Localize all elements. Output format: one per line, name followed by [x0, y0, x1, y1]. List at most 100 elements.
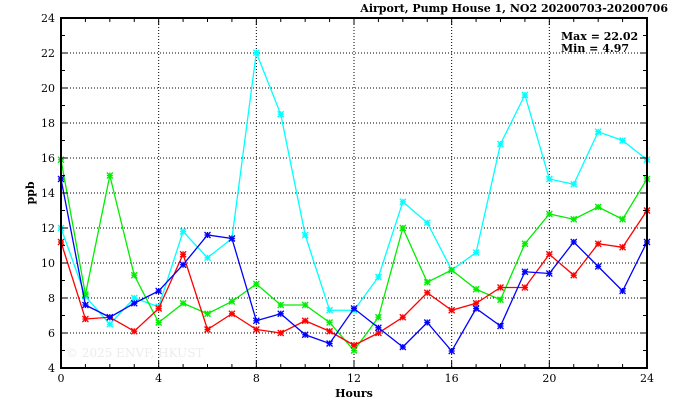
marker-stroke — [179, 228, 187, 235]
series-group — [57, 49, 651, 355]
marker-stroke — [130, 271, 138, 279]
x-tick-label: 16 — [445, 372, 459, 385]
y-tick-label: 6 — [48, 327, 55, 340]
min-label: Min = 4.97 — [561, 42, 629, 55]
x-tick-label: 8 — [253, 372, 260, 385]
marker-stroke — [497, 296, 504, 304]
data-point — [472, 285, 480, 293]
grid — [61, 18, 647, 368]
y-tick-label: 12 — [41, 222, 55, 235]
marker-stroke — [326, 340, 334, 347]
marker-stroke — [130, 294, 138, 302]
marker-stroke — [228, 310, 236, 318]
data-point — [399, 343, 407, 351]
data-point — [448, 347, 456, 355]
marker-stroke — [326, 327, 334, 335]
data-point — [472, 305, 480, 312]
marker-stroke — [570, 180, 578, 188]
marker-stroke — [301, 301, 309, 309]
data-point — [277, 329, 285, 337]
data-point — [301, 231, 309, 239]
data-point — [130, 299, 138, 307]
data-point — [545, 270, 553, 277]
data-point — [521, 240, 529, 248]
marker-stroke — [301, 317, 309, 325]
marker-stroke — [350, 347, 358, 354]
data-point — [252, 317, 260, 325]
data-point — [252, 49, 260, 57]
x-tick-label: 4 — [155, 372, 162, 385]
data-point — [545, 175, 553, 183]
data-point — [179, 228, 187, 235]
data-point — [277, 110, 285, 118]
data-point — [326, 306, 334, 314]
data-point — [594, 203, 602, 211]
data-point — [570, 271, 578, 279]
marker-stroke — [545, 270, 553, 277]
data-point — [619, 215, 627, 223]
marker-stroke — [545, 210, 553, 218]
data-point — [423, 289, 431, 297]
marker-stroke — [619, 137, 627, 144]
marker-stroke — [545, 250, 553, 258]
y-tick-label: 4 — [48, 362, 55, 375]
data-point — [155, 287, 163, 295]
marker-stroke — [326, 306, 334, 314]
marker-stroke — [472, 249, 480, 256]
data-point — [497, 296, 504, 304]
data-point — [423, 278, 431, 286]
marker-stroke — [521, 284, 529, 291]
data-point — [81, 315, 89, 323]
data-point — [326, 319, 334, 326]
data-point — [619, 137, 627, 144]
marker-stroke — [179, 299, 187, 307]
marker-stroke — [521, 240, 529, 248]
marker-stroke — [81, 315, 89, 323]
marker-stroke — [350, 341, 358, 349]
marker-stroke — [252, 49, 260, 57]
marker-stroke — [155, 305, 163, 312]
marker-stroke — [350, 305, 358, 312]
marker-stroke — [448, 306, 456, 314]
marker-stroke — [570, 271, 578, 279]
y-tick-label: 18 — [41, 117, 55, 130]
data-point — [472, 299, 480, 307]
x-tick-label: 24 — [640, 372, 654, 385]
marker-stroke — [399, 224, 407, 232]
x-tick-label: 12 — [347, 372, 361, 385]
data-point — [179, 250, 187, 258]
marker-stroke — [594, 128, 602, 136]
data-point — [423, 219, 431, 227]
marker-stroke — [594, 240, 602, 248]
data-point — [179, 261, 187, 269]
marker-stroke — [423, 219, 431, 227]
data-point — [301, 301, 309, 309]
data-point — [521, 91, 529, 99]
series-line-day3 — [60, 210, 648, 346]
marker-stroke — [448, 347, 456, 355]
data-point — [594, 128, 602, 136]
marker-stroke — [521, 268, 529, 276]
marker-stroke — [130, 327, 138, 335]
x-tick-label: 0 — [58, 372, 65, 385]
series-day2 — [57, 156, 651, 354]
marker-stroke — [423, 319, 431, 326]
y-tick-label: 8 — [48, 292, 55, 305]
data-point — [228, 310, 236, 318]
marker-stroke — [106, 320, 114, 328]
y-tick-label: 20 — [41, 82, 55, 95]
data-point — [545, 250, 553, 258]
data-point — [155, 305, 163, 312]
chart-title: Airport, Pump House 1, NO2 20200703-2020… — [359, 2, 668, 15]
data-point — [326, 327, 334, 335]
data-point — [399, 198, 407, 206]
data-point — [155, 319, 163, 326]
data-point — [619, 243, 627, 251]
marker-stroke — [497, 140, 504, 148]
data-point — [497, 322, 504, 330]
marker-stroke — [423, 278, 431, 286]
y-tick-label: 14 — [41, 187, 55, 200]
data-point — [106, 313, 114, 321]
data-point — [106, 172, 114, 179]
